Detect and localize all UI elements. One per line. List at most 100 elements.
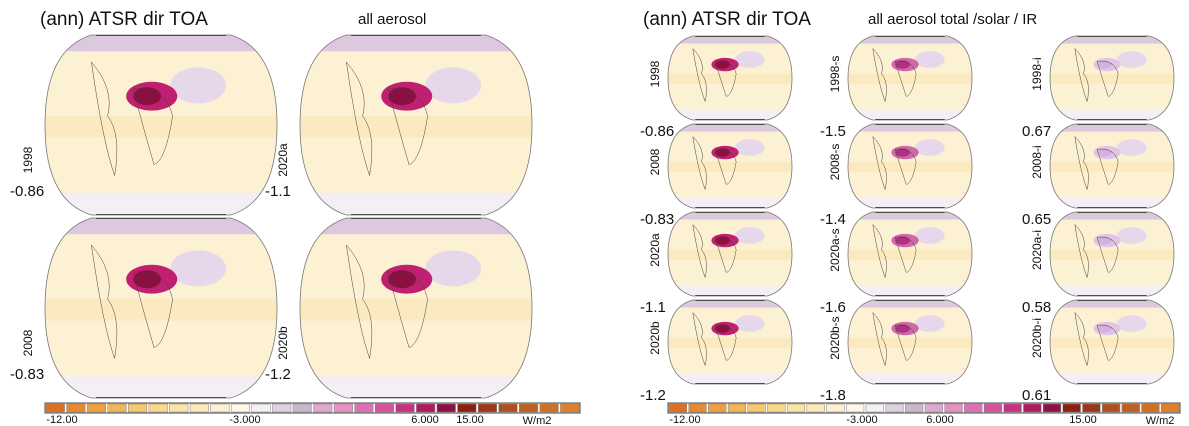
map-sahara-core <box>388 270 416 289</box>
map-continent <box>894 324 917 361</box>
map-value: -1.1 <box>640 299 666 316</box>
map-asia <box>1116 51 1147 68</box>
map-continent <box>1096 236 1119 273</box>
colorbar-swatch <box>45 403 65 413</box>
colorbar-swatch <box>924 403 943 413</box>
map-label: 1998 <box>648 60 662 87</box>
map-equator-band <box>668 73 792 84</box>
map-asia <box>170 250 226 287</box>
map-edge <box>695 383 765 384</box>
map-label: 2020a-i <box>1030 230 1044 270</box>
colorbar-swatch <box>964 403 983 413</box>
map-asia <box>734 227 765 244</box>
map-edge <box>351 397 481 398</box>
map-equator-band <box>848 161 972 172</box>
colorbar-swatch <box>395 403 415 413</box>
map-asia <box>914 139 945 156</box>
map-edge <box>875 212 945 213</box>
map-equator-band <box>668 249 792 260</box>
map-asia <box>425 67 481 104</box>
map-sahara-core <box>895 148 910 157</box>
map-arctic <box>668 124 792 132</box>
colorbar-tick-label: 15.00 <box>1069 414 1097 426</box>
map-outline <box>667 35 793 121</box>
map-continent <box>692 311 707 367</box>
map-edge <box>351 214 481 215</box>
map-continent <box>872 47 887 103</box>
map-equator-band <box>1050 249 1174 260</box>
map-continent <box>872 223 887 279</box>
colorbar-swatch <box>374 403 395 413</box>
map-arctic <box>668 300 792 308</box>
map-continent <box>1096 324 1119 361</box>
map-value: -0.86 <box>640 123 674 140</box>
map-antarctic <box>1050 285 1174 296</box>
colorbar-swatch <box>66 403 86 413</box>
map-continent <box>387 88 428 165</box>
map-edge <box>695 124 765 125</box>
map-edge <box>1077 212 1147 213</box>
colorbar-swatch <box>983 403 1003 413</box>
map <box>848 300 972 384</box>
map-arctic <box>848 124 972 132</box>
map <box>848 36 972 120</box>
map-antarctic <box>848 373 972 384</box>
map-continent <box>1074 135 1089 191</box>
map-arctic <box>848 36 972 44</box>
map-edge <box>695 207 765 208</box>
map-continent <box>872 311 887 367</box>
colorbar-unit: W/m2 <box>523 415 552 426</box>
map-continent <box>692 47 707 103</box>
map-antarctic <box>668 197 792 208</box>
map-label: 2020b-i <box>1030 318 1044 358</box>
map-continent <box>714 148 737 185</box>
map <box>45 218 277 398</box>
map-edge <box>96 214 226 215</box>
map <box>45 35 277 215</box>
colorbar-swatch <box>251 403 271 413</box>
colorbar-swatch <box>107 403 127 413</box>
colorbar-tick-label: 6.000 <box>411 414 439 426</box>
colorbar-swatch <box>905 403 924 413</box>
map-label: 2008-s <box>828 144 842 181</box>
map <box>1050 300 1174 384</box>
map-asia <box>734 139 765 156</box>
colorbar-swatch <box>786 403 806 413</box>
colorbar-frame <box>44 402 581 414</box>
map-continent <box>714 236 737 273</box>
colorbar-swatch <box>668 403 687 413</box>
map-continent <box>1074 47 1089 103</box>
colorbar-swatch <box>436 403 456 413</box>
map-label: 2020b <box>276 326 290 360</box>
map-edge <box>1077 119 1147 120</box>
map-outline <box>1049 35 1175 121</box>
map-edge <box>695 212 765 213</box>
colorbar-unit: W/m2 <box>1146 415 1175 426</box>
colorbar-swatch <box>865 403 884 413</box>
map-sahara-core <box>133 270 161 289</box>
colorbar-swatch <box>477 403 497 413</box>
colorbar-tick-label: -12.00 <box>46 414 77 426</box>
colorbar-swatch <box>313 403 333 413</box>
map-sahara-core <box>895 324 910 333</box>
colorbar-swatch <box>1023 403 1042 413</box>
colorbar-swatch <box>333 403 353 413</box>
map <box>848 124 972 208</box>
colorbar-swatch <box>885 403 904 413</box>
map-antarctic <box>300 376 532 398</box>
map-continent <box>714 324 737 361</box>
map-edge <box>1077 383 1147 384</box>
map-arctic <box>848 212 972 220</box>
map-label: 2020b <box>648 321 662 355</box>
map-edge <box>875 300 945 301</box>
map-label: 2008 <box>648 148 662 175</box>
map-sahara-core <box>1097 148 1113 157</box>
map-edge <box>96 218 226 219</box>
colorbar-tick-label: -3.000 <box>229 414 260 426</box>
map-antarctic <box>45 376 277 398</box>
map-outline <box>667 211 793 297</box>
map-continent <box>346 61 373 177</box>
colorbar-swatch <box>944 403 963 413</box>
map-value: -0.86 <box>10 183 44 200</box>
